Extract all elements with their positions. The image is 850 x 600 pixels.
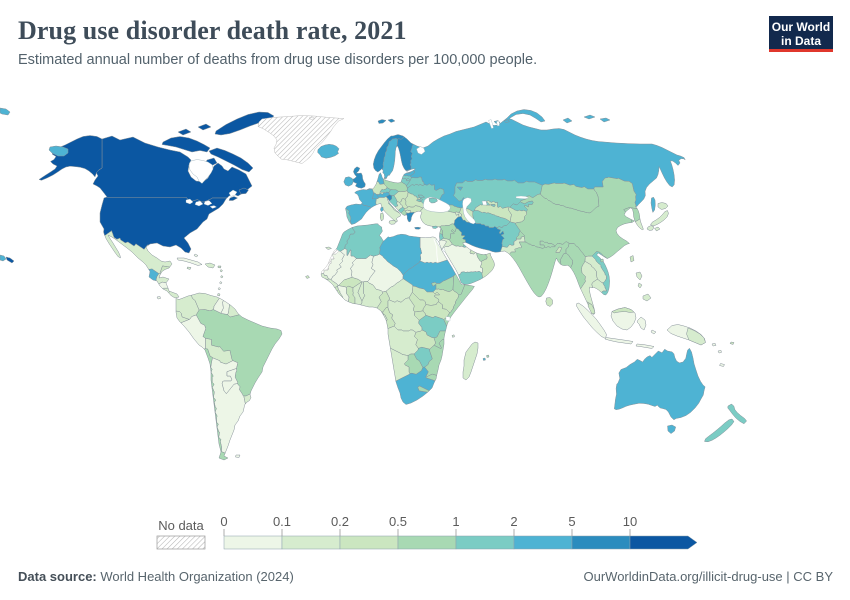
svg-text:0.2: 0.2 <box>331 514 349 529</box>
svg-text:2: 2 <box>510 514 517 529</box>
svg-text:0: 0 <box>220 514 227 529</box>
svg-text:1: 1 <box>452 514 459 529</box>
svg-text:No data: No data <box>158 518 204 533</box>
svg-text:0.5: 0.5 <box>389 514 407 529</box>
svg-text:5: 5 <box>568 514 575 529</box>
svg-text:0.1: 0.1 <box>273 514 291 529</box>
svg-text:10: 10 <box>623 514 637 529</box>
